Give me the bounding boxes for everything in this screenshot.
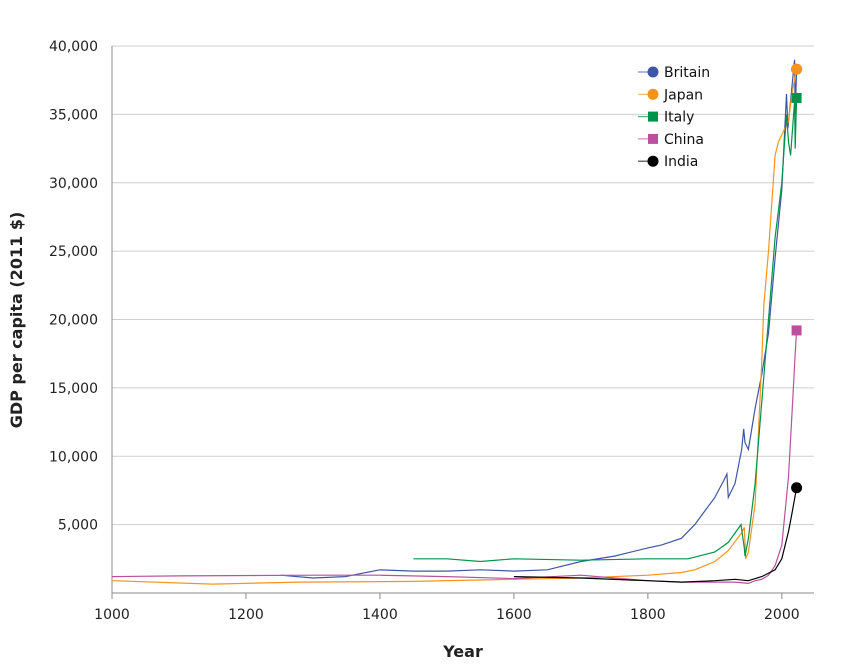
x-tick-label: 1400: [362, 607, 398, 623]
series-line-japan: [111, 69, 798, 585]
end-marker-india: [791, 482, 803, 494]
y-tick-label: 35,000: [49, 107, 98, 123]
x-axis: 1000 1200 1400 1600 1800 2000: [94, 592, 814, 623]
legend-marker: [647, 155, 659, 167]
legend-label: Japan: [663, 87, 703, 103]
x-tick-label: 1200: [228, 607, 264, 623]
legend-marker: [647, 66, 659, 78]
end-marker-italy: [791, 92, 802, 103]
y-tick-label: 30,000: [49, 176, 98, 192]
y-tick-label: 20,000: [49, 313, 98, 329]
end-marker-japan: [791, 63, 803, 75]
x-tick-label: 1000: [94, 607, 130, 623]
x-tick-label: 2000: [764, 607, 800, 623]
legend-marker: [648, 133, 658, 144]
legend: Britain Japan Italy China India: [638, 65, 710, 170]
legend-marker: [647, 88, 659, 100]
legend-label: China: [664, 132, 704, 148]
series-line-china: [111, 330, 798, 585]
series-line-india: [513, 487, 798, 583]
legend-label: Britain: [664, 65, 710, 81]
y-tick-label: 40,000: [49, 39, 98, 55]
series-line-britain: [280, 59, 798, 579]
grid: [112, 45, 814, 526]
end-marker-china: [791, 325, 802, 336]
legend-label: India: [664, 154, 698, 170]
series-line-italy: [413, 97, 798, 563]
y-axis-label: GDP per capita (2011 $): [7, 212, 26, 429]
y-tick-label: 5,000: [58, 518, 98, 534]
y-axis: 5,000 10,000 15,000 20,000 25,000 30,000 35,00…: [49, 39, 113, 593]
y-tick-label: 25,000: [49, 244, 98, 260]
x-tick-label: 1600: [496, 607, 532, 623]
x-axis-label: Year: [442, 642, 483, 661]
legend-label: Italy: [664, 110, 694, 126]
y-tick-label: 15,000: [49, 381, 98, 397]
x-tick-label: 1800: [630, 607, 666, 623]
legend-marker: [648, 111, 658, 122]
y-tick-label: 10,000: [49, 449, 98, 465]
series-lines: [111, 59, 803, 585]
